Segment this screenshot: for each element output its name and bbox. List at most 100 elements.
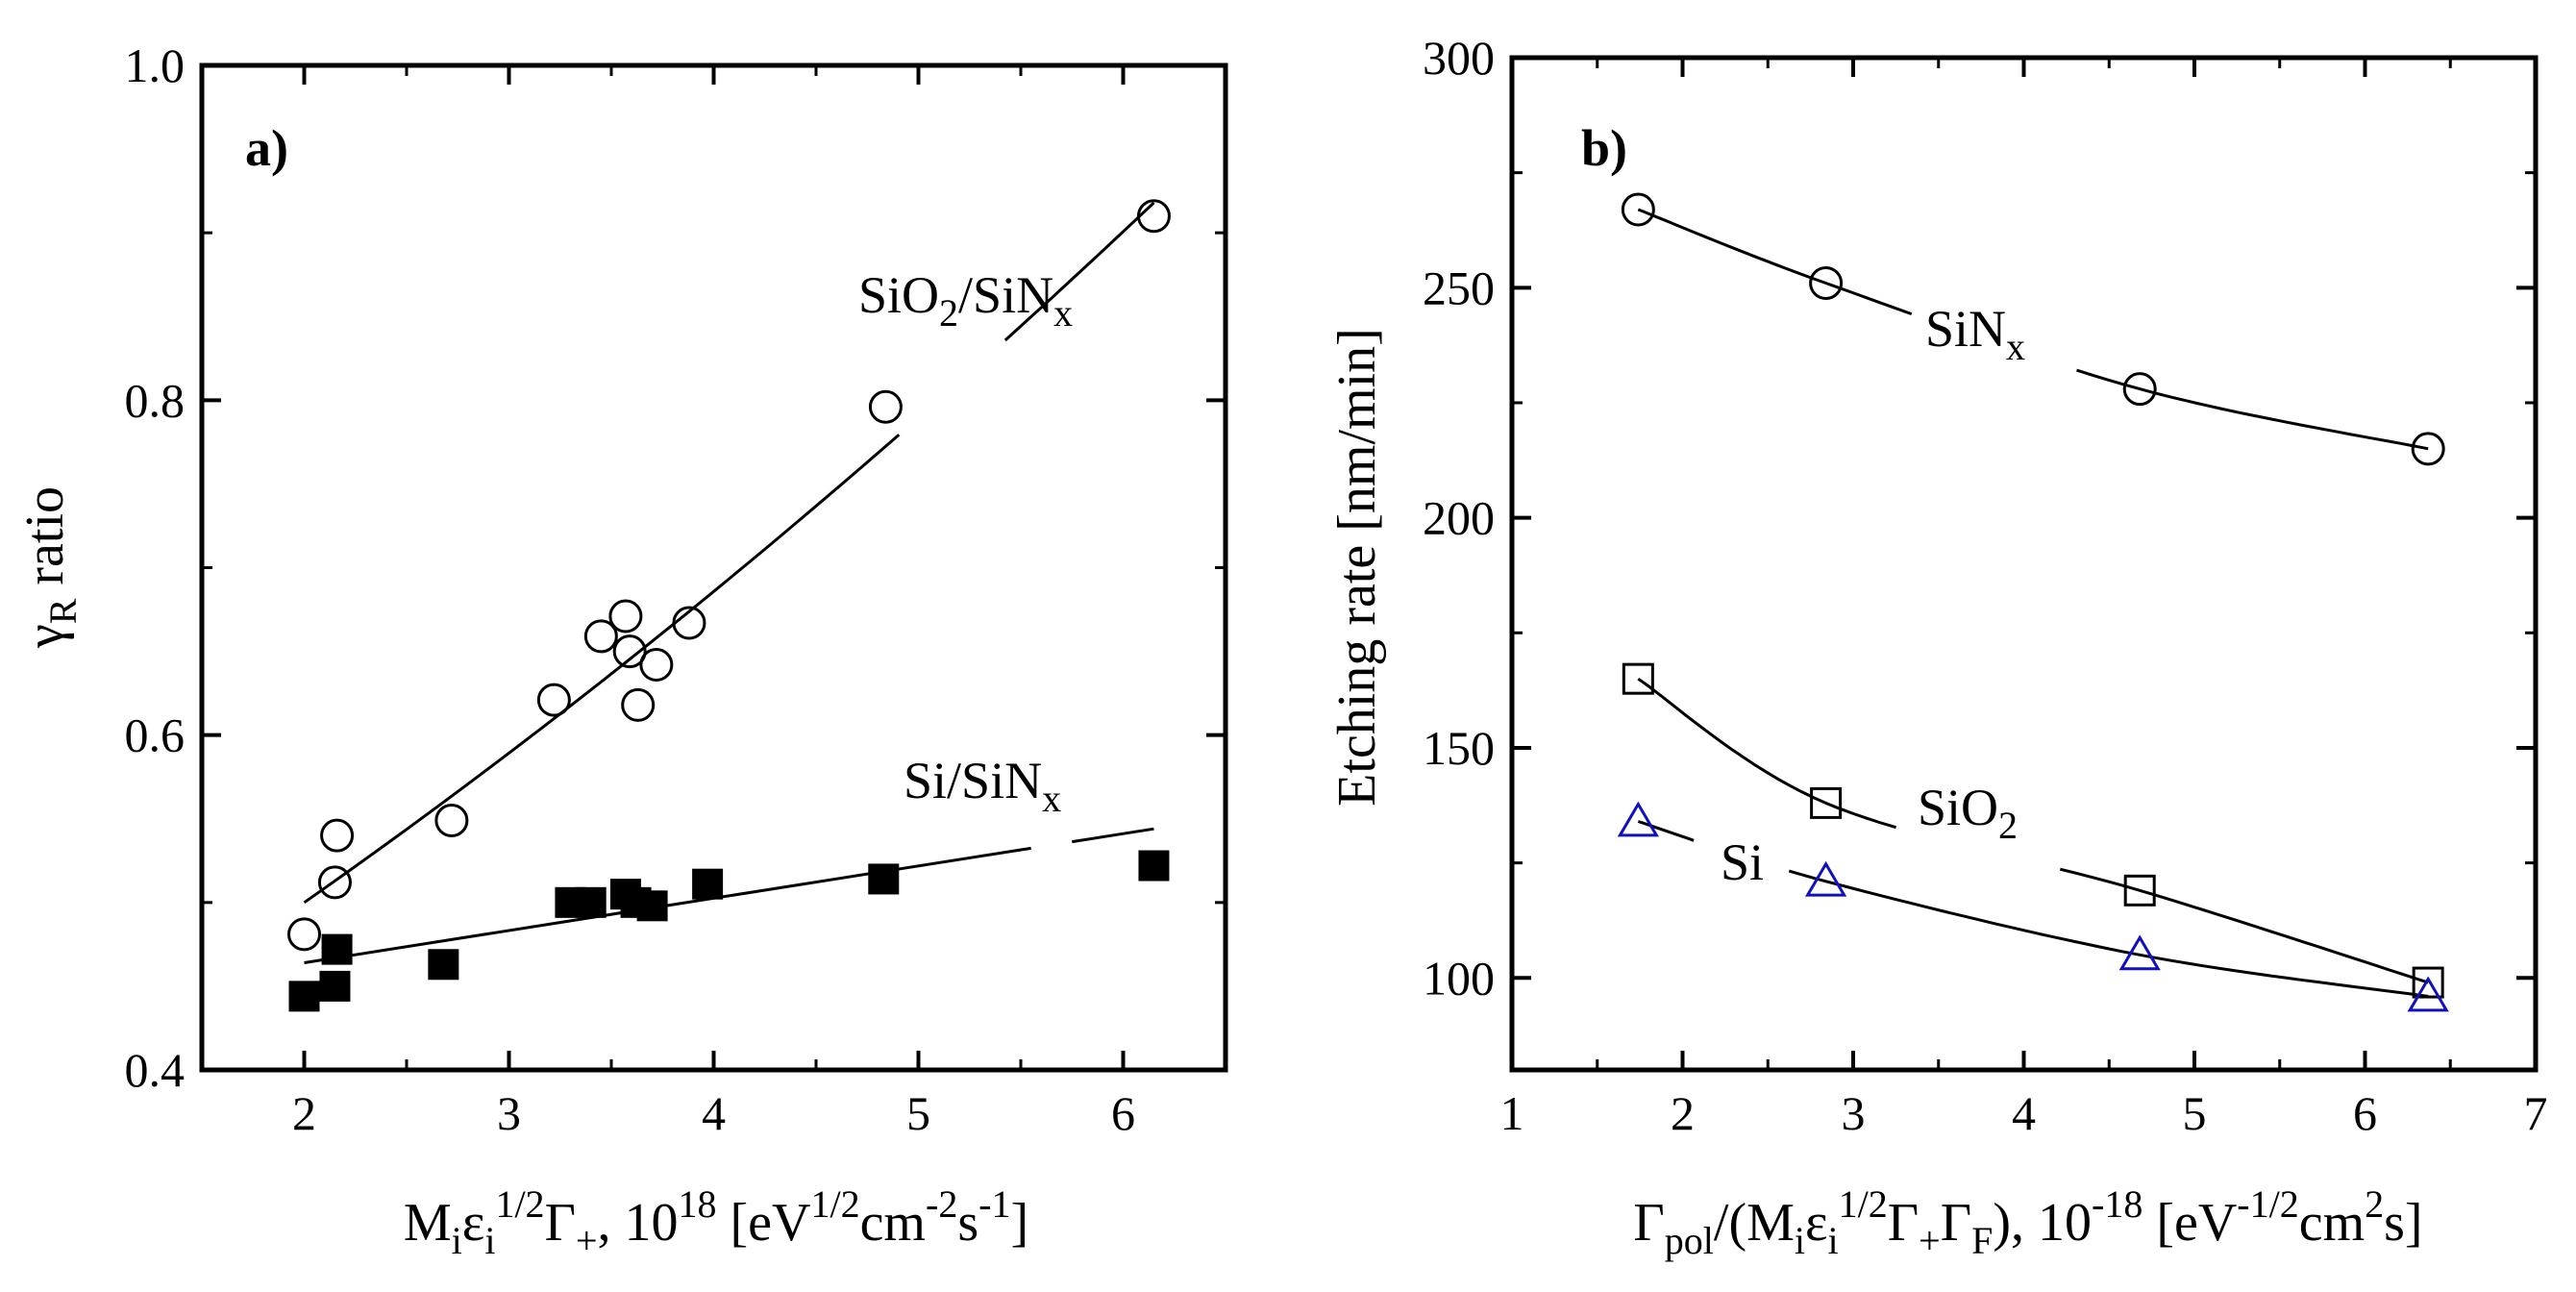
data-point-circle	[1136, 199, 1171, 234]
annotation-sub: x	[1053, 291, 1073, 335]
xlabel-sub: pol	[1665, 1219, 1714, 1262]
xlabel-part: ε	[462, 1193, 485, 1253]
panel-a-si-sinx-annotation: Si/SiNx	[904, 752, 1061, 820]
xlabel-part: s	[957, 1193, 978, 1253]
data-point-circle	[434, 803, 469, 837]
fit-line-sio2-sinx	[303, 434, 901, 905]
ylabel-part: ratio	[15, 486, 75, 599]
data-point-circle	[868, 389, 903, 424]
y-tick-label: 0.8	[125, 373, 186, 427]
xlabel-sup: -18	[2092, 1182, 2143, 1226]
xlabel-sub: i	[1795, 1219, 1805, 1262]
x-tick-label: 5	[906, 1086, 930, 1140]
data-point-triangle	[1804, 860, 1847, 897]
data-point-circle	[621, 687, 656, 722]
data-point-circle	[672, 606, 706, 640]
xlabel-part: M	[404, 1193, 452, 1253]
xlabel-sub: +	[576, 1219, 598, 1262]
data-point-triangle	[1617, 801, 1659, 837]
x-tick-label: 2	[292, 1086, 316, 1140]
x-tick-label: 7	[2524, 1086, 2548, 1140]
xlabel-part: Γ	[1888, 1193, 1919, 1253]
xlabel-sup: -1/2	[2237, 1182, 2298, 1226]
xlabel-part: ), 10	[1993, 1193, 2092, 1253]
panel-b-sinx-annotation: SiNx	[1925, 300, 2025, 368]
data-point-square	[1810, 786, 1843, 819]
annotation-sub: 2	[939, 291, 958, 335]
data-point-circle	[320, 818, 355, 853]
panel-b-si-annotation: Si	[1721, 833, 1764, 891]
xlabel-part: , 10	[598, 1193, 679, 1253]
x-tick-label: 6	[2353, 1086, 2377, 1140]
xlabel-sub: i	[1828, 1219, 1839, 1262]
annotation-sub: 2	[1998, 804, 2018, 847]
data-point-square	[321, 933, 353, 965]
panel-a-sio2-sinx-annotation: SiO2/SiNx	[858, 266, 1073, 335]
data-point-square	[1138, 850, 1170, 882]
xlabel-sup: 1/2	[810, 1182, 859, 1226]
data-point-circle	[536, 683, 571, 717]
xlabel-sup: 1/2	[1839, 1182, 1888, 1226]
data-point-square	[2123, 874, 2156, 907]
annotation-part: SiO	[1918, 779, 1998, 836]
y-tick-label: 200	[1423, 491, 1495, 545]
annotation-sub: x	[1042, 777, 1061, 820]
panel-a-x-axis-label: Miεi1/2Γ+, 1018 [eV1/2cm-2s-1]	[404, 1182, 1028, 1262]
y-tick-label: 1.0	[125, 38, 186, 92]
data-point-square	[2412, 966, 2444, 999]
xlabel-sub: +	[1919, 1219, 1941, 1262]
annotation-part: Si/SiN	[904, 752, 1042, 809]
y-tick-label: 0.6	[125, 708, 186, 762]
data-point-circle	[612, 634, 647, 669]
panel-b-label: b)	[1581, 119, 1627, 177]
xlabel-part: cm	[860, 1193, 926, 1253]
ylabel-sub: R	[41, 598, 85, 624]
fit-curve-sinx	[1637, 208, 2429, 451]
panel-b-points	[1617, 192, 2449, 1012]
panel-a-ticks: 2 3 4 5 6 0.4 0.6 0.8 1.0	[125, 38, 1227, 1140]
panel-a-frame	[199, 62, 1228, 1073]
x-tick-label: 4	[2012, 1086, 2036, 1140]
xlabel-part: s]	[2384, 1193, 2422, 1253]
panel-b-sio2-annotation: SiO2	[1918, 779, 2018, 847]
data-point-square	[428, 949, 459, 981]
data-point-triangle	[2118, 934, 2161, 971]
xlabel-part: Γ	[1633, 1193, 1664, 1253]
panel-b-y-axis-label: Etching rate [nm/min]	[1327, 328, 1387, 807]
x-tick-label: 6	[1111, 1086, 1135, 1140]
panel-a-points	[287, 199, 1171, 1012]
x-tick-label: 3	[497, 1086, 521, 1140]
xlabel-part: Γ	[1941, 1193, 1971, 1253]
data-point-circle	[317, 865, 352, 900]
panel-a-y-axis-label: γR ratio	[15, 486, 85, 649]
data-point-square	[575, 886, 607, 918]
panel-a-chart: 2 3 4 5 60.40.60.81.0 a) SiO2/SiNx Si/SiNx γ…	[15, 38, 1228, 1262]
xlabel-part: ε	[1805, 1193, 1828, 1253]
fit-curve-sio2	[1637, 677, 2429, 984]
xlabel-sub: F	[1971, 1219, 1993, 1262]
y-tick-label: 300	[1423, 31, 1495, 85]
x-tick-label: 1	[1500, 1086, 1524, 1140]
xlabel-part: Γ	[545, 1193, 576, 1253]
panel-b-fit-lines	[1637, 208, 2429, 998]
xlabel-sub: i	[452, 1219, 462, 1262]
panel-a-label: a)	[245, 119, 288, 177]
data-point-circle	[639, 648, 674, 683]
xlabel-part: [eV	[717, 1193, 811, 1253]
panel-b-frame	[1509, 55, 2539, 1073]
fit-line-si-sinx	[1072, 827, 1154, 844]
annotation-sub: x	[2006, 325, 2025, 368]
xlabel-sub: i	[484, 1219, 495, 1262]
data-point-circle	[2122, 372, 2157, 407]
xlabel-part: ]	[1010, 1193, 1028, 1253]
xlabel-sup: -2	[926, 1182, 957, 1226]
data-point-circle	[608, 599, 643, 634]
data-point-circle	[1621, 192, 1655, 227]
data-point-square	[288, 981, 320, 1012]
data-point-circle	[2411, 432, 2445, 466]
y-tick-label: 150	[1423, 721, 1495, 775]
ylabel-part: γ	[15, 624, 75, 649]
xlabel-sup: 1/2	[495, 1182, 544, 1226]
xlabel-part: /(M	[1714, 1193, 1795, 1253]
